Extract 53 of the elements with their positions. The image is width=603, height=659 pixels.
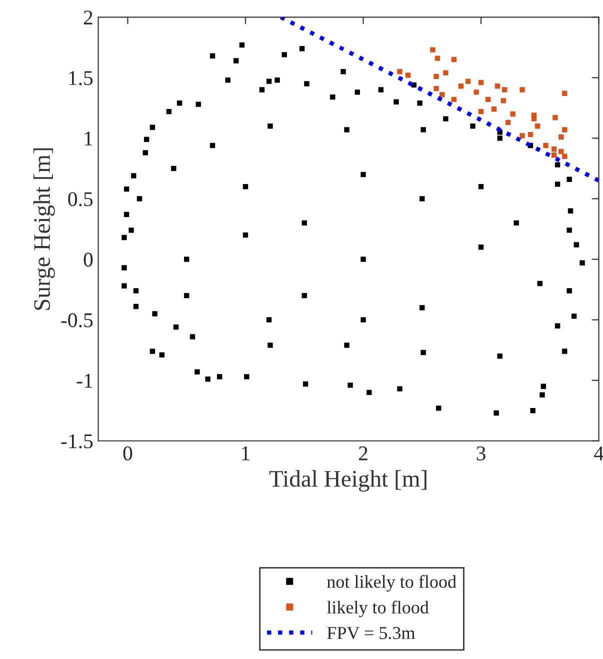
point: [551, 152, 557, 158]
point: [543, 142, 548, 148]
y-tick-label: 1.5: [69, 71, 93, 86]
point: [562, 127, 568, 132]
point: [534, 123, 540, 129]
point: [500, 98, 506, 104]
point: [434, 56, 440, 61]
point: [474, 90, 479, 95]
point: [552, 115, 558, 120]
point: [551, 146, 557, 152]
point: [562, 154, 568, 159]
y-tick-label: -0.5: [61, 313, 93, 328]
point: [434, 74, 439, 80]
point: [494, 84, 500, 89]
point: [502, 87, 508, 92]
point: [562, 90, 568, 96]
y-tick-label: 0.5: [68, 192, 93, 206]
legend-label: not likely to flood: [327, 574, 456, 592]
point: [478, 80, 484, 86]
y-axis-title: Surge Height [m]: [33, 148, 55, 310]
point: [465, 78, 471, 84]
point: [458, 84, 464, 89]
y-tick-label: -1: [76, 374, 92, 388]
point: [397, 69, 402, 74]
point: [506, 120, 511, 126]
point: [451, 56, 457, 62]
point: [491, 106, 497, 112]
x-tick-label: 2: [358, 446, 368, 460]
point: [443, 70, 448, 76]
y-tick-label: 0: [84, 252, 93, 267]
x-tick-label: 3: [476, 446, 486, 460]
point: [478, 108, 484, 114]
x-axis-title: Tidal Height [m]: [269, 470, 426, 492]
point: [440, 92, 445, 98]
point: [405, 72, 411, 78]
point: [528, 132, 534, 138]
point: [520, 87, 525, 92]
y-tick-label: 2: [84, 10, 92, 24]
y-tick-label: 1: [84, 132, 92, 146]
point: [485, 96, 491, 102]
legend-label: likely to flood: [327, 600, 429, 618]
point: [510, 111, 516, 117]
y-tick-label: -1.5: [61, 434, 93, 448]
legend-label: FPV = 5.3m: [327, 626, 415, 640]
x-tick-label: 1: [242, 446, 250, 460]
x-tick-label: 0: [123, 446, 132, 460]
point: [434, 86, 439, 92]
point: [531, 116, 537, 122]
point: [430, 47, 436, 52]
point: [558, 134, 564, 140]
point: [558, 148, 564, 154]
point: [520, 133, 525, 138]
point: [451, 96, 457, 102]
